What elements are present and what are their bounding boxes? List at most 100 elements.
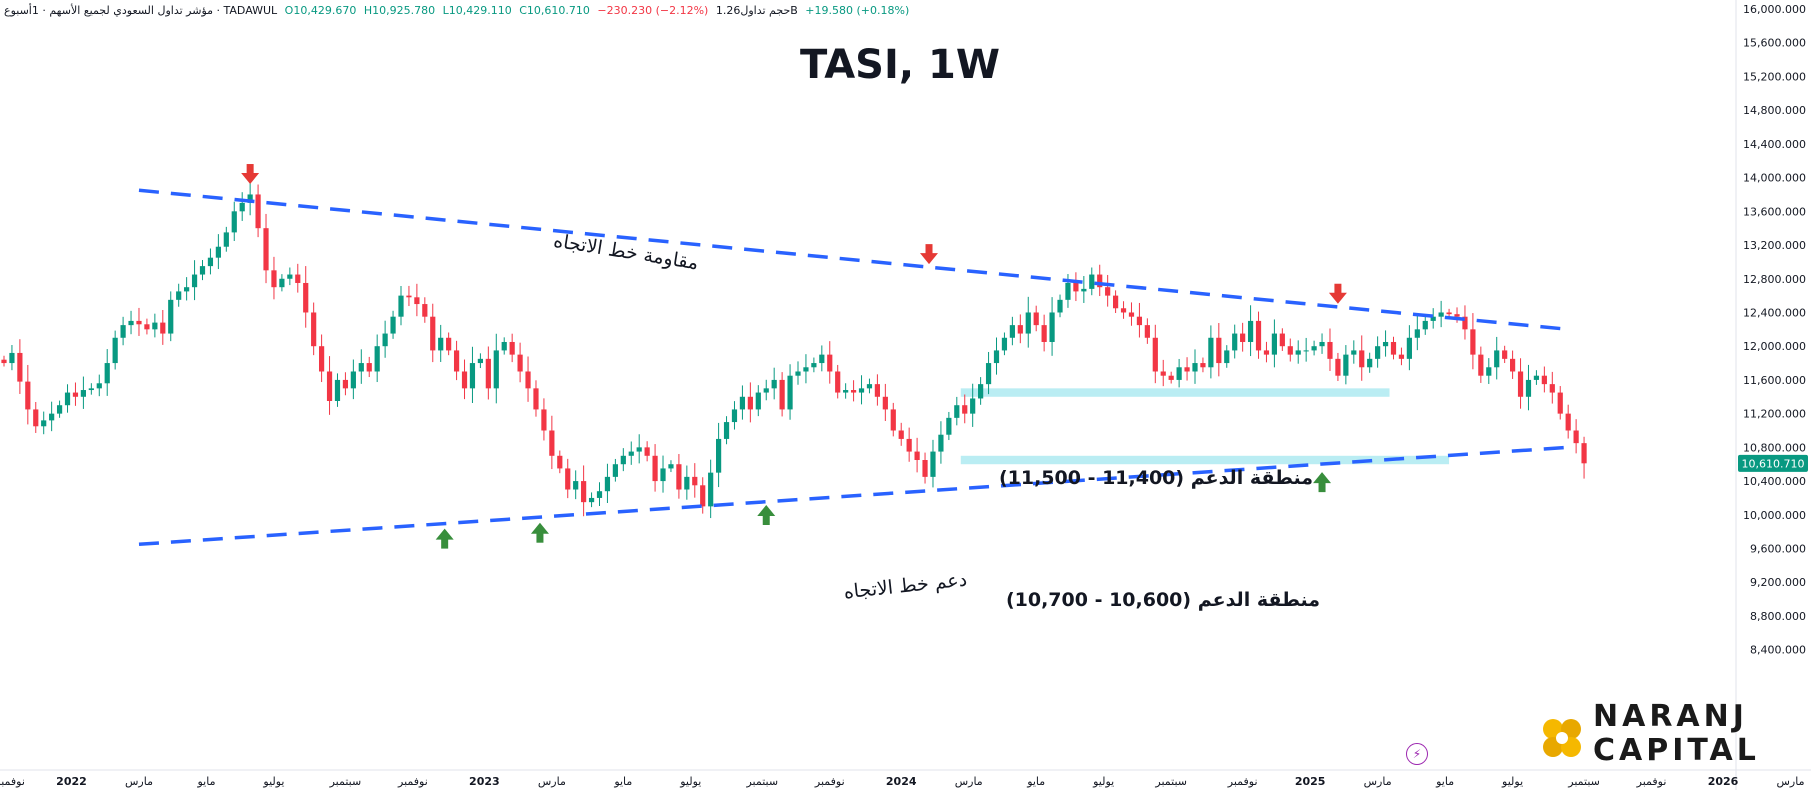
y-tick-label: 8,800.000 [1750,610,1806,623]
candle [358,363,364,372]
candle [660,468,666,482]
candle [438,337,444,351]
y-tick-label: 10,000.000 [1743,509,1806,522]
change-value: −230.230 (−2.12%) [597,4,709,17]
candles [1,180,1587,519]
y-tick-label: 14,800.000 [1743,104,1806,117]
symbol-name[interactable]: مؤشر تداول السعودي لجميع الأسهم · 1أسبوع… [4,4,278,17]
x-tick-label: مارس [1777,775,1805,788]
y-tick-label: 14,000.000 [1743,172,1806,185]
price-axis[interactable]: 8,400.000 8,800.000 9,200.000 9,600.000 10,0… [1735,0,1806,790]
candle [581,481,587,503]
candle [1089,274,1095,289]
x-tick-label: مارس [538,775,566,788]
candle [1271,333,1277,355]
candle [319,346,325,372]
x-tick-label: نوفمبر [814,775,845,788]
arrow-down-shaft [925,244,933,255]
candle [247,194,253,203]
trendlines [138,188,1569,547]
y-tick-label: 15,600.000 [1743,37,1806,50]
candle [215,246,221,258]
candle [763,388,769,393]
candle [1311,346,1317,351]
arrow-down-icon [241,164,260,185]
candle [422,304,428,317]
symbol-info-bar[interactable]: مؤشر تداول السعودي لجميع الأسهم · 1أسبوع… [4,4,913,17]
candle [1335,358,1341,376]
y-tick-label: 12,000.000 [1743,340,1806,353]
candle [541,409,547,431]
x-tick-label: نوفمبر [1227,775,1258,788]
candle [342,379,349,389]
candle [1541,375,1547,385]
candle [453,350,460,372]
candle [644,447,650,456]
candle [970,398,976,414]
arrow-up-shaft [762,514,770,525]
x-tick-label: مايو [1026,775,1045,788]
candle [263,228,269,271]
candle [136,320,142,325]
candle [72,392,79,397]
candle [1065,282,1071,300]
candle [1367,358,1373,368]
arrow-up-icon [530,522,549,543]
candle [755,392,761,410]
candle [104,363,110,384]
arrow-up-shaft [441,538,449,549]
support-trendline [138,445,1569,547]
candle [1017,325,1023,334]
y-tick-label: 9,600.000 [1750,543,1806,556]
candle [525,371,531,389]
support-zones [960,388,1450,465]
candle [184,287,190,292]
lightning-icon[interactable]: ⚡ [1406,743,1428,765]
last-price-tag-text: 10,610.710 [1742,457,1805,470]
arrow-up-shaft [536,532,544,543]
candle [588,497,595,503]
candle [1295,350,1301,355]
arrow-down-icon [920,244,939,265]
arrow-up-shaft [1318,482,1326,493]
candle [152,322,158,330]
time-axis[interactable]: نوفمبر 2022 مارس مايو يوليو سبتمبر نوفمبر 2023 م… [0,769,1811,788]
support-zone [960,455,1450,465]
candle [1375,346,1381,359]
candle [1208,337,1214,368]
candle [1200,363,1206,368]
candle [1359,350,1365,368]
candle [1176,367,1182,380]
candle [771,379,777,389]
y-tick-label: 8,400.000 [1750,644,1806,657]
volume-value: حجم تداول1.26B [715,4,798,17]
candle [49,413,55,421]
candle [874,384,880,397]
candle [565,468,571,490]
candle [1279,333,1285,347]
candle [1414,329,1420,338]
candle [739,396,746,410]
y-tick-label: 12,800.000 [1743,273,1806,286]
candle [1549,384,1555,393]
x-tick-label: يوليو [262,775,284,788]
x-tick-label: 2022 [56,775,87,788]
y-tick-label: 10,800.000 [1743,441,1806,454]
candle [1136,316,1143,326]
candle [1033,312,1039,326]
candle [1128,312,1135,317]
candle [906,438,912,452]
candle [1009,325,1015,338]
candle [827,354,833,372]
candle [890,409,896,431]
candle [573,481,579,490]
x-tick-label: مارس [1364,775,1392,788]
candle [1232,333,1238,351]
candle [176,291,182,300]
x-tick-label: يوليو [1092,775,1114,788]
y-tick-label: 16,000.000 [1743,3,1806,16]
candle [1406,337,1412,359]
x-tick-label: نوفمبر [1636,775,1667,788]
arrow-up-head [435,528,454,540]
